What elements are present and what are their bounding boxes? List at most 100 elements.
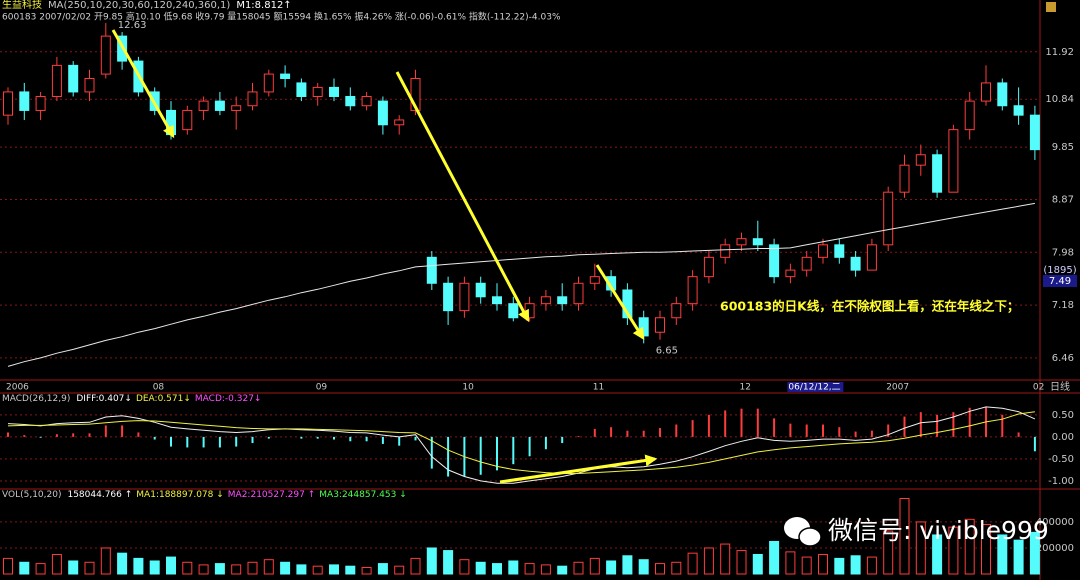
candle-body [182,109,193,131]
macd-diff: DIFF:0.407↓ [76,394,132,404]
candle-body [51,64,62,97]
volume-bar [247,561,258,575]
candle-body [834,244,845,258]
candle-body [850,256,861,271]
dea-line [7,411,1035,474]
x-tick-label: 2007 [886,383,909,393]
y-tick-label: 10.84 [1045,94,1074,105]
volume-bar [35,563,46,575]
volume-bar [166,556,176,575]
candle-body [589,276,600,284]
y-tick-label: -1.00 [1048,476,1074,487]
candle-body [361,95,372,107]
candle-body [263,73,274,93]
candle-body [883,191,894,246]
macd-title: MACD(26,12,9) [2,394,70,404]
candle-body [720,244,731,258]
volume-bar [981,524,991,575]
price-badge-bg [1043,275,1077,287]
volume-bar [508,560,519,575]
x-tick-label: 12 [740,383,751,393]
volume-bar [589,557,600,575]
candle-body [899,164,910,193]
volume-bar [19,561,30,575]
candle-body [214,100,225,111]
x-tick-label: 08 [153,383,165,393]
vol-title: VOL(5,10,20) [2,490,61,500]
vol-ma1: MA1:188897.078 ↓ [136,490,223,500]
y-tick-label: 7.18 [1052,300,1074,311]
x-tick-label: 09 [316,383,328,393]
candle-body [1013,105,1024,116]
volume-bar [84,561,95,575]
volume-bar [394,565,405,575]
volume-bar [1013,539,1024,575]
candle-body [84,77,95,93]
candle-body [394,119,405,126]
y-tick-label: 400000 [1036,517,1074,528]
candle-body [312,86,323,97]
candle-body [801,256,812,271]
volume-bar [214,563,225,575]
volume-bar [51,553,62,575]
candle-body [866,244,877,271]
wechat-icon [784,517,822,547]
volume-bar [948,526,959,575]
volume-bar [801,556,812,575]
volume-bar [703,547,714,575]
volume-bar [573,561,584,575]
low-label: 6.65 [656,345,678,356]
candle-body [198,100,209,111]
candle-body [296,82,307,97]
y-tick-label: 200000 [1036,543,1074,554]
volume-bar [345,565,356,575]
candle-body [35,95,46,111]
candle-body [377,100,388,126]
candle-body [410,77,421,111]
volume-bar [296,564,307,575]
candle-body [3,91,13,116]
candle-body [1029,114,1040,151]
candle-body [280,73,291,79]
volume-bar [133,557,144,575]
x-tick-label: 2006 [6,383,29,393]
period-label: 日线 [1050,380,1070,393]
volume-bar [524,563,535,575]
candle-body [68,64,79,93]
annotation: 600183的日K线，在不除权图上看，还在年线之下； [720,299,1019,314]
header-line: 生益科技 MA(250,10,20,30,60,120,240,360,1) M1:… [2,0,292,11]
candle-body [671,303,682,319]
volume-bar [655,563,665,575]
volume-bar [1029,531,1040,575]
vol-value: 158044.766 ↑ [67,490,132,500]
candle-body [19,91,30,111]
volume-bar [883,530,894,575]
candle-body [426,256,437,284]
volume-bar [312,565,323,575]
candle-body [948,129,959,193]
volume-bar [997,534,1008,575]
volume-bar [492,563,502,575]
volume-bar [443,550,454,575]
volume-bar [687,552,698,575]
ma-line [7,202,1035,367]
x-tick-label: 10 [462,383,474,393]
vol-header: VOL(5,10,20) 158044.766 ↑ MA1:188897.078 ↓… [2,490,407,500]
volume-bar [834,557,845,575]
y-tick-label: 6.46 [1052,353,1074,364]
arrow [499,454,658,484]
candle-body [475,282,486,298]
volume-bar [540,564,551,575]
arrow [395,71,530,323]
candle-body [703,256,714,278]
volume-bar [329,564,339,575]
volume-bar [3,557,13,575]
volume-bar [198,564,209,575]
price-badge: 7.49 [1049,276,1071,287]
volume-bar [557,565,568,575]
volume-bar [622,555,633,575]
volume-bar [263,559,274,575]
y-tick-label: 7.98 [1052,247,1074,258]
candle-body [687,276,698,305]
candle-body [459,282,470,312]
